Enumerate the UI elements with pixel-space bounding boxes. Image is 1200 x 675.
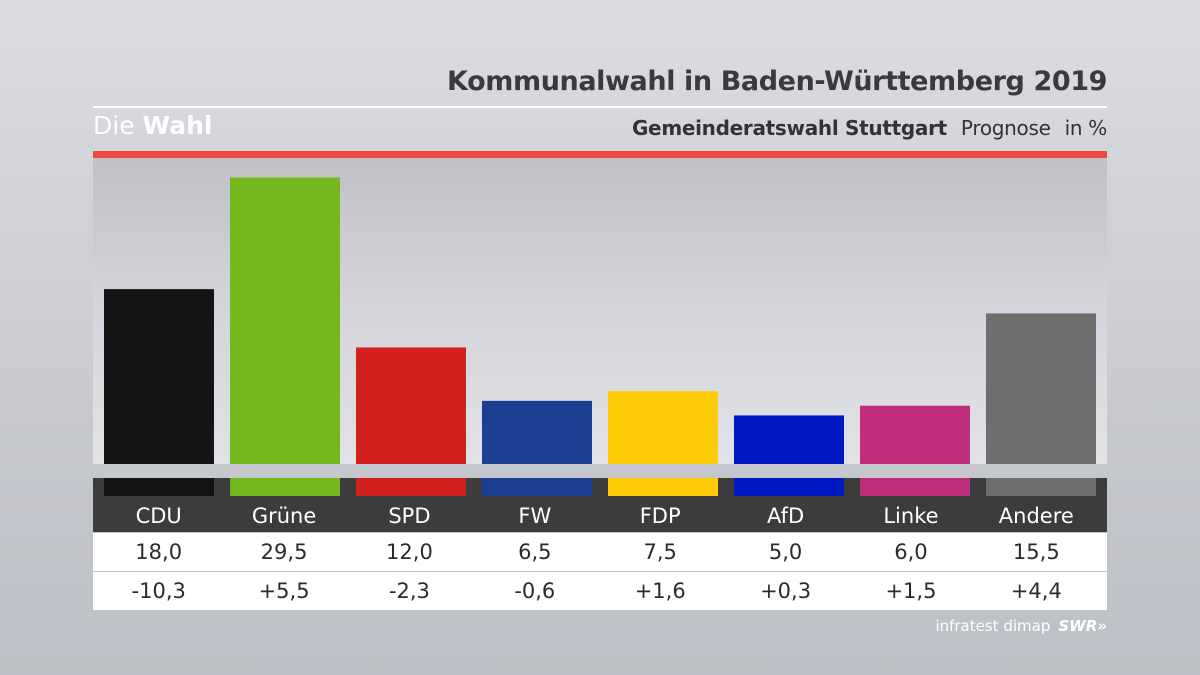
plot-area bbox=[93, 158, 1107, 464]
swr-logo: SWR» bbox=[1058, 617, 1107, 635]
chart-subtitle: Gemeinderatswahl Stuttgart Prognose in % bbox=[632, 116, 1107, 140]
value-fw: 6,5 bbox=[518, 540, 552, 564]
party-label-cdu: CDU bbox=[135, 504, 182, 528]
bar-stub-fw bbox=[482, 478, 592, 496]
source-text: infratest dimap bbox=[935, 617, 1051, 635]
party-labels: CDU Grüne SPD FW FDP AfD Linke Andere bbox=[93, 500, 1107, 532]
bar-andere bbox=[986, 313, 1096, 464]
change-linke: +1,5 bbox=[885, 579, 937, 603]
brand-bold: Wahl bbox=[142, 111, 213, 140]
chart-title: Kommunalwahl in Baden-Württemberg 2019 bbox=[447, 66, 1107, 97]
change-andere: +4,4 bbox=[1010, 579, 1062, 603]
change-spd: -2,3 bbox=[388, 579, 430, 603]
bar-fdp bbox=[608, 391, 718, 464]
change-row: -10,3 +5,5 -2,3 -0,6 +1,6 +0,3 +1,5 +4,4 bbox=[93, 572, 1107, 610]
bar-stub-fdp bbox=[608, 478, 718, 496]
bar-chart bbox=[104, 177, 1096, 464]
party-label-linke: Linke bbox=[883, 504, 939, 528]
value-linke: 6,0 bbox=[894, 540, 928, 564]
subtitle-election: Gemeinderatswahl Stuttgart bbox=[631, 116, 947, 140]
value-fdp: 7,5 bbox=[643, 540, 677, 564]
party-label-fdp: FDP bbox=[639, 504, 681, 528]
subtitle-unit: in % bbox=[1064, 116, 1108, 140]
bar-spd bbox=[356, 347, 466, 464]
bar-stub-linke bbox=[860, 478, 970, 496]
accent-red-line bbox=[93, 151, 1107, 158]
value-afd: 5,0 bbox=[768, 540, 803, 564]
party-color-stubs bbox=[104, 478, 1096, 496]
party-label-afd: AfD bbox=[766, 504, 805, 528]
value-grüne: 29,5 bbox=[260, 540, 308, 564]
bar-linke bbox=[860, 405, 970, 464]
party-label-spd: SPD bbox=[388, 504, 431, 528]
bar-stub-cdu bbox=[104, 478, 214, 496]
bar-stub-afd bbox=[734, 478, 844, 496]
bar-stub-andere bbox=[986, 478, 1096, 496]
bar-stub-grüne bbox=[230, 478, 340, 496]
party-label-grüne: Grüne bbox=[251, 504, 317, 528]
subtitle-prognose: Prognose bbox=[960, 116, 1051, 140]
source-credit: infratest dimap SWR» bbox=[935, 617, 1107, 635]
top-divider bbox=[93, 106, 1107, 108]
bar-afd bbox=[734, 415, 844, 464]
party-label-andere: Andere bbox=[998, 504, 1074, 528]
bar-grüne bbox=[230, 177, 340, 464]
bar-cdu bbox=[104, 289, 214, 464]
brand-logo: Die Wahl bbox=[93, 111, 212, 140]
change-afd: +0,3 bbox=[760, 579, 812, 603]
party-label-band bbox=[93, 478, 1107, 532]
change-cdu: -10,3 bbox=[131, 579, 186, 603]
value-spd: 12,0 bbox=[386, 540, 433, 564]
brand-light: Die bbox=[93, 111, 135, 140]
bar-stub-spd bbox=[356, 478, 466, 496]
change-fw: -0,6 bbox=[514, 579, 556, 603]
value-cdu: 18,0 bbox=[135, 540, 183, 564]
value-andere: 15,5 bbox=[1012, 540, 1060, 564]
value-row: 18,0 29,5 12,0 6,5 7,5 5,0 6,0 15,5 bbox=[93, 533, 1107, 571]
bar-fw bbox=[482, 400, 592, 464]
change-fdp: +1,6 bbox=[634, 579, 686, 603]
change-grüne: +5,5 bbox=[258, 579, 310, 603]
party-label-fw: FW bbox=[518, 504, 552, 528]
